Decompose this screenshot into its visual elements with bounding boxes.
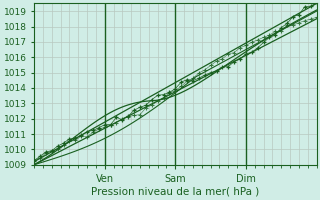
- X-axis label: Pression niveau de la mer( hPa ): Pression niveau de la mer( hPa ): [91, 187, 260, 197]
